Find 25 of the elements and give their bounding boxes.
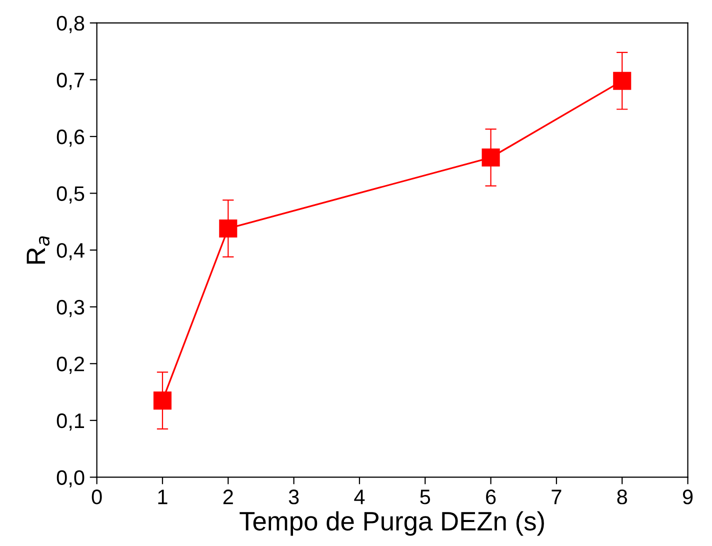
point: [219, 219, 238, 238]
y-tick-label: 0,2: [56, 356, 84, 374]
point: [153, 392, 172, 410]
x-tick-label: 2: [223, 490, 233, 504]
point: [482, 148, 500, 167]
x-tick-label: 9: [682, 490, 693, 504]
y-tick-label: 0,8: [56, 16, 84, 34]
point: [613, 72, 632, 90]
y-tick-label: 0,7: [56, 72, 84, 90]
x-tick-label: 4: [354, 490, 365, 504]
y-tick-label: 0,4: [56, 243, 84, 260]
y-tick-label: 0,1: [56, 413, 84, 431]
x-tick-label: 0: [92, 490, 102, 504]
y-tick-label: 0,6: [56, 130, 84, 147]
y-tick-label: 0,5: [56, 186, 84, 204]
x-tick-label: 8: [617, 490, 628, 504]
y-tick-label: 0,3: [56, 300, 84, 318]
x-tick-label: 6: [486, 490, 496, 504]
y-axis-title: R$_{a}$: [26, 236, 50, 264]
x-tick-label: 1: [158, 490, 168, 504]
x-tick-label: 7: [552, 490, 562, 504]
y-tick-label: 0,0: [56, 470, 84, 488]
x-tick-label: 5: [420, 490, 430, 504]
x-tick-label: 3: [288, 490, 299, 504]
x-axis-title: Tempo de Purga DEZn (s): [240, 511, 544, 536]
